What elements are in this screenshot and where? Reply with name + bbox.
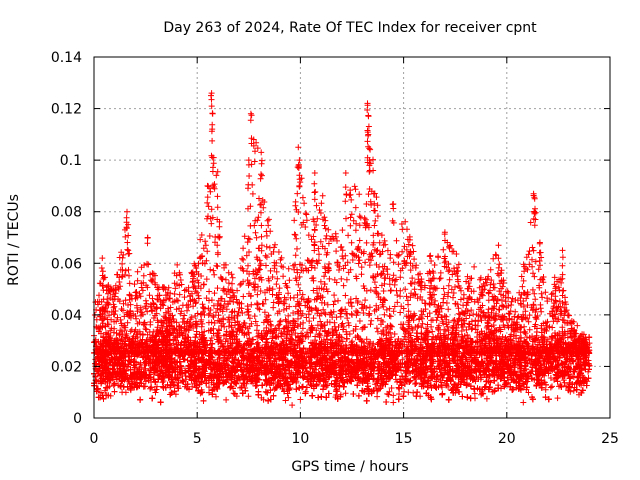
data-point [184,357,191,364]
data-point [554,395,561,402]
data-point [561,379,568,386]
data-point [525,389,532,396]
data-point [388,385,395,391]
data-point [492,387,498,394]
data-point [206,389,212,396]
data-point [413,380,420,386]
data-point [258,394,265,401]
data-point [471,390,478,397]
data-point [297,396,304,403]
data-point [342,390,349,397]
data-point [106,383,113,390]
data-point [124,384,131,391]
data-point [390,392,397,399]
data-point [483,395,490,402]
data-point [401,388,408,395]
data-point [172,391,179,398]
data-point [410,389,417,396]
data-point [547,375,554,381]
data-points [91,90,593,409]
data-point [206,384,212,391]
data-point [245,393,252,400]
data-point [570,387,577,394]
